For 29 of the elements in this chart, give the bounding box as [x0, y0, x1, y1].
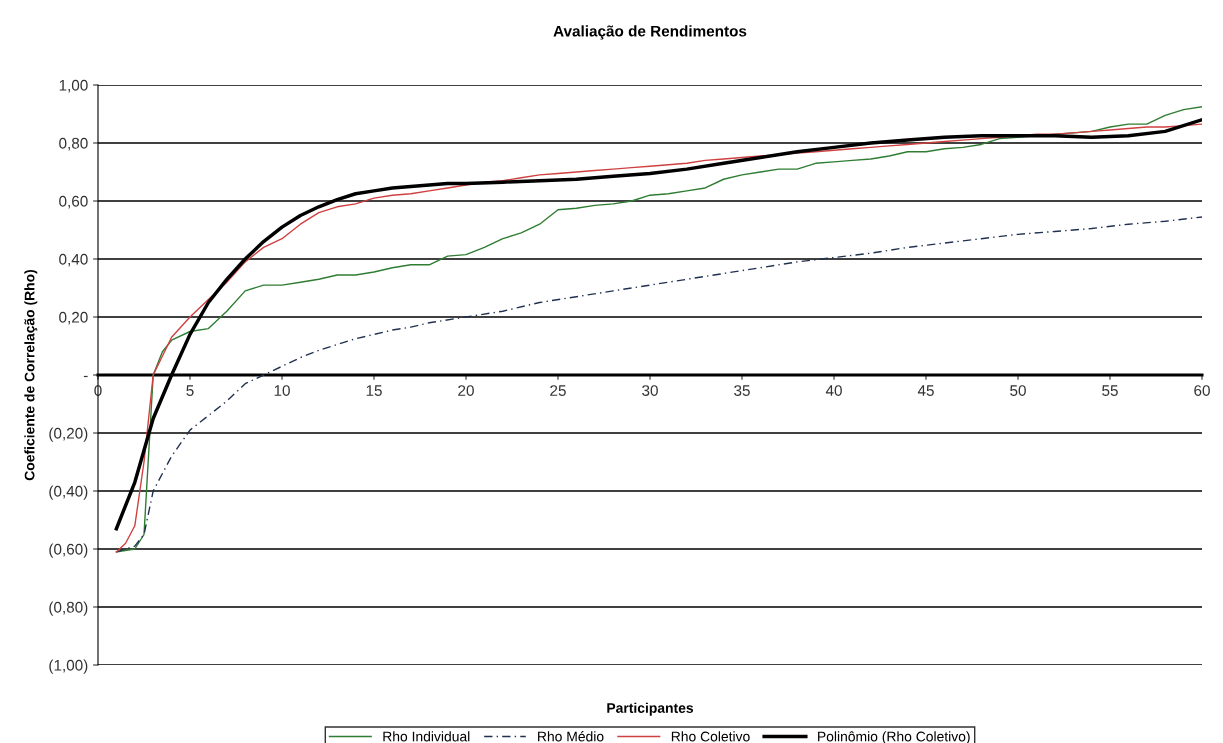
y-tick-label: 1,00 [59, 79, 88, 93]
y-tick-label: - [83, 375, 88, 378]
x-tick-label: 30 [642, 385, 658, 396]
x-tick-label: 45 [917, 385, 934, 396]
x-tick-label: 40 [825, 385, 842, 396]
y-tick-label: 0,60 [59, 195, 88, 209]
y-tick-label: (0,80) [49, 601, 88, 616]
y-tick-label: (1,00) [49, 659, 88, 674]
y-tick-label: 0,20 [59, 311, 88, 325]
x-tick-label: 60 [1194, 385, 1210, 396]
x-tick-label: 5 [186, 385, 194, 396]
x-tick-label: 20 [458, 385, 474, 396]
legend-label: Rho Individual [383, 731, 470, 742]
legend-label: Rho Médio [538, 731, 604, 742]
x-tick-label: 15 [366, 385, 382, 396]
y-tick-label: 0,40 [59, 253, 88, 267]
x-tick-label: 10 [274, 385, 290, 396]
y-tick-label: (0,20) [49, 427, 88, 442]
x-axis-title: Participantes [607, 702, 694, 716]
y-tick-label: (0,60) [49, 543, 88, 558]
x-tick-label: 35 [734, 385, 750, 396]
x-tick-label: 50 [1010, 385, 1026, 396]
y-axis-title: Coeficiente de Correlação (Rho) [24, 269, 38, 481]
y-tick-label: 0,80 [59, 137, 88, 151]
y-tick-label: (0,40) [49, 485, 88, 500]
x-tick-label: 55 [1102, 385, 1118, 396]
legend-label: Rho Coletivo [671, 731, 750, 742]
x-tick-label: 25 [550, 385, 566, 396]
chart-title: Avaliação de Rendimentos [553, 25, 747, 40]
